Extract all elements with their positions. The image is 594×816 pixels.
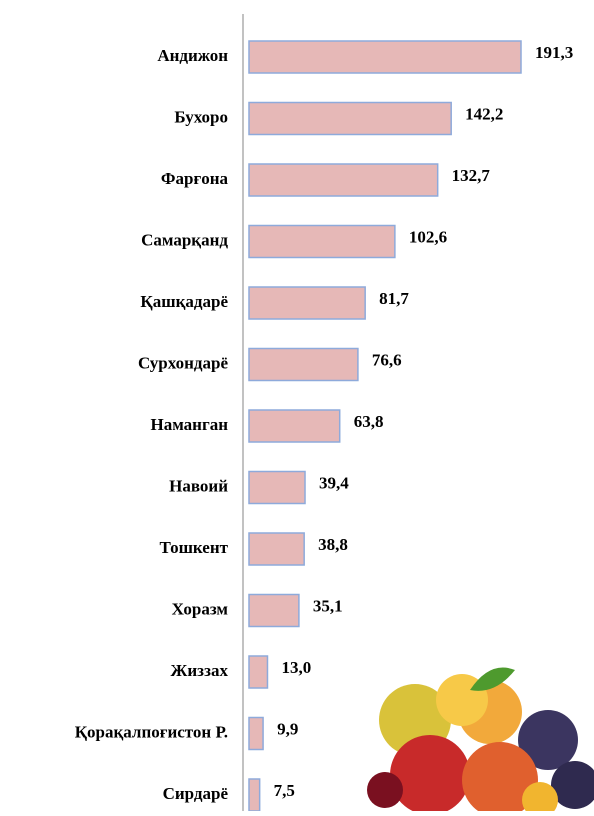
bar xyxy=(249,472,305,504)
bar xyxy=(249,164,438,196)
bar xyxy=(249,103,451,135)
value-label: 191,3 xyxy=(535,43,573,62)
category-label: Андижон xyxy=(157,46,228,65)
category-label: Сурхондарё xyxy=(138,353,229,372)
value-label: 81,7 xyxy=(379,289,409,308)
bar xyxy=(249,410,340,442)
value-label: 63,8 xyxy=(354,412,384,431)
category-label: Самарқанд xyxy=(141,230,228,249)
value-label: 142,2 xyxy=(465,104,503,123)
category-label: Хоразм xyxy=(172,599,229,618)
category-label: Сирдарё xyxy=(163,784,229,803)
category-label: Қорақалпоғистон Р. xyxy=(75,722,228,741)
category-label: Жиззах xyxy=(171,661,229,680)
bar xyxy=(249,41,521,73)
chart: Андижон 191,3 Бухоро 142,2 Фарғона 132,7 Самар… xyxy=(0,0,594,811)
bar xyxy=(249,779,260,811)
bar xyxy=(249,287,365,319)
category-label: Навоий xyxy=(169,476,228,495)
bar xyxy=(249,656,267,688)
value-label: 38,8 xyxy=(318,535,348,554)
fruit-illustration xyxy=(367,668,594,812)
value-label: 35,1 xyxy=(313,596,343,615)
value-label: 132,7 xyxy=(452,166,491,185)
value-label: 102,6 xyxy=(409,227,447,246)
bar xyxy=(249,533,304,565)
category-label: Қашқадарё xyxy=(140,292,228,311)
category-label: Бухоро xyxy=(174,107,228,126)
category-label: Тошкент xyxy=(160,538,229,557)
category-label: Наманган xyxy=(151,415,229,434)
value-label: 39,4 xyxy=(319,473,349,492)
value-label: 7,5 xyxy=(274,781,295,800)
value-label: 9,9 xyxy=(277,719,298,738)
bar xyxy=(249,718,263,750)
value-label: 76,6 xyxy=(372,350,402,369)
bar xyxy=(249,349,358,381)
value-label: 13,0 xyxy=(281,658,311,677)
bar xyxy=(249,226,395,258)
category-label: Фарғона xyxy=(161,169,229,188)
bar xyxy=(249,595,299,627)
